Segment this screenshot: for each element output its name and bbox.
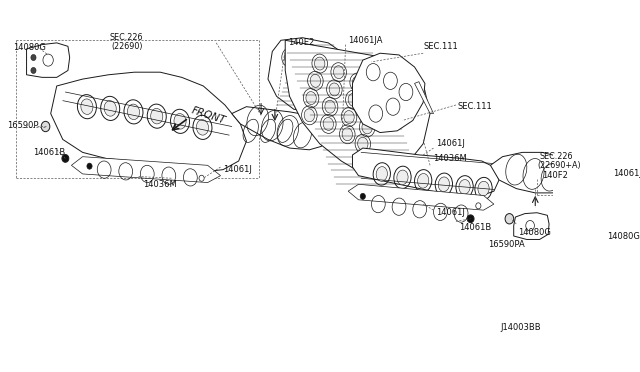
Ellipse shape xyxy=(319,61,329,74)
Text: J14003BB: J14003BB xyxy=(500,323,541,332)
Polygon shape xyxy=(561,210,601,241)
Text: 14061B: 14061B xyxy=(460,223,492,232)
Text: (22690): (22690) xyxy=(111,42,143,51)
Ellipse shape xyxy=(43,54,53,66)
Ellipse shape xyxy=(87,163,92,169)
Text: 14061J: 14061J xyxy=(223,165,252,174)
Text: 16590PA: 16590PA xyxy=(488,240,525,249)
Ellipse shape xyxy=(81,99,93,115)
Text: SEC.226: SEC.226 xyxy=(540,152,573,161)
Text: 16590P: 16590P xyxy=(8,121,39,130)
Ellipse shape xyxy=(41,121,50,132)
Ellipse shape xyxy=(31,67,36,74)
Polygon shape xyxy=(51,72,246,172)
Ellipse shape xyxy=(301,55,312,68)
Ellipse shape xyxy=(344,110,354,124)
Ellipse shape xyxy=(353,76,363,89)
Polygon shape xyxy=(353,148,499,195)
Text: 14061J: 14061J xyxy=(436,208,465,217)
Polygon shape xyxy=(490,153,574,193)
Polygon shape xyxy=(348,184,494,210)
Text: SEC.226: SEC.226 xyxy=(109,33,143,42)
Ellipse shape xyxy=(31,55,36,61)
Text: 14061JA: 14061JA xyxy=(613,169,640,179)
Ellipse shape xyxy=(526,221,534,231)
Text: SEC.111: SEC.111 xyxy=(423,42,458,51)
Text: 140E2: 140E2 xyxy=(288,38,314,47)
Text: 14080G: 14080G xyxy=(518,228,551,237)
Text: 14036M: 14036M xyxy=(143,180,177,189)
Ellipse shape xyxy=(362,121,372,134)
Ellipse shape xyxy=(360,193,365,199)
Ellipse shape xyxy=(348,93,358,106)
Text: (22690+A): (22690+A) xyxy=(538,161,582,170)
Ellipse shape xyxy=(304,109,314,122)
Polygon shape xyxy=(320,121,363,150)
Ellipse shape xyxy=(376,167,387,181)
Ellipse shape xyxy=(438,177,449,192)
Ellipse shape xyxy=(505,214,514,224)
Polygon shape xyxy=(285,40,430,176)
Ellipse shape xyxy=(127,104,140,120)
Ellipse shape xyxy=(325,100,335,113)
Polygon shape xyxy=(353,53,425,132)
Text: 140F2: 140F2 xyxy=(542,171,568,180)
Ellipse shape xyxy=(150,108,163,124)
Ellipse shape xyxy=(323,118,333,130)
Ellipse shape xyxy=(62,154,69,162)
Text: 14080G: 14080G xyxy=(13,43,45,52)
Text: 14036M: 14036M xyxy=(433,154,467,163)
Ellipse shape xyxy=(366,104,376,116)
Ellipse shape xyxy=(397,170,408,185)
Polygon shape xyxy=(72,157,221,183)
Ellipse shape xyxy=(370,86,380,99)
Polygon shape xyxy=(514,213,549,240)
Ellipse shape xyxy=(478,181,489,196)
Ellipse shape xyxy=(310,74,321,87)
Polygon shape xyxy=(415,82,433,113)
Text: 14061J: 14061J xyxy=(436,139,465,148)
Ellipse shape xyxy=(104,101,116,116)
Ellipse shape xyxy=(334,68,345,81)
Ellipse shape xyxy=(174,113,186,129)
Text: SEC.111: SEC.111 xyxy=(458,102,492,111)
Ellipse shape xyxy=(306,92,316,105)
Ellipse shape xyxy=(358,137,368,150)
Polygon shape xyxy=(570,162,611,193)
Ellipse shape xyxy=(417,173,429,188)
Text: FRONT: FRONT xyxy=(190,105,227,125)
Ellipse shape xyxy=(196,120,209,135)
Ellipse shape xyxy=(333,66,344,78)
Text: 14061JA: 14061JA xyxy=(348,36,383,45)
Polygon shape xyxy=(232,107,325,150)
Ellipse shape xyxy=(342,128,353,141)
Polygon shape xyxy=(27,43,70,77)
Ellipse shape xyxy=(467,215,474,223)
Ellipse shape xyxy=(459,180,470,194)
Ellipse shape xyxy=(574,221,582,231)
Ellipse shape xyxy=(284,51,294,64)
Ellipse shape xyxy=(329,83,340,96)
Text: 14080G: 14080G xyxy=(607,231,640,241)
Polygon shape xyxy=(268,38,354,112)
Ellipse shape xyxy=(314,57,325,70)
Text: 14061B: 14061B xyxy=(33,148,66,157)
Ellipse shape xyxy=(595,222,602,230)
